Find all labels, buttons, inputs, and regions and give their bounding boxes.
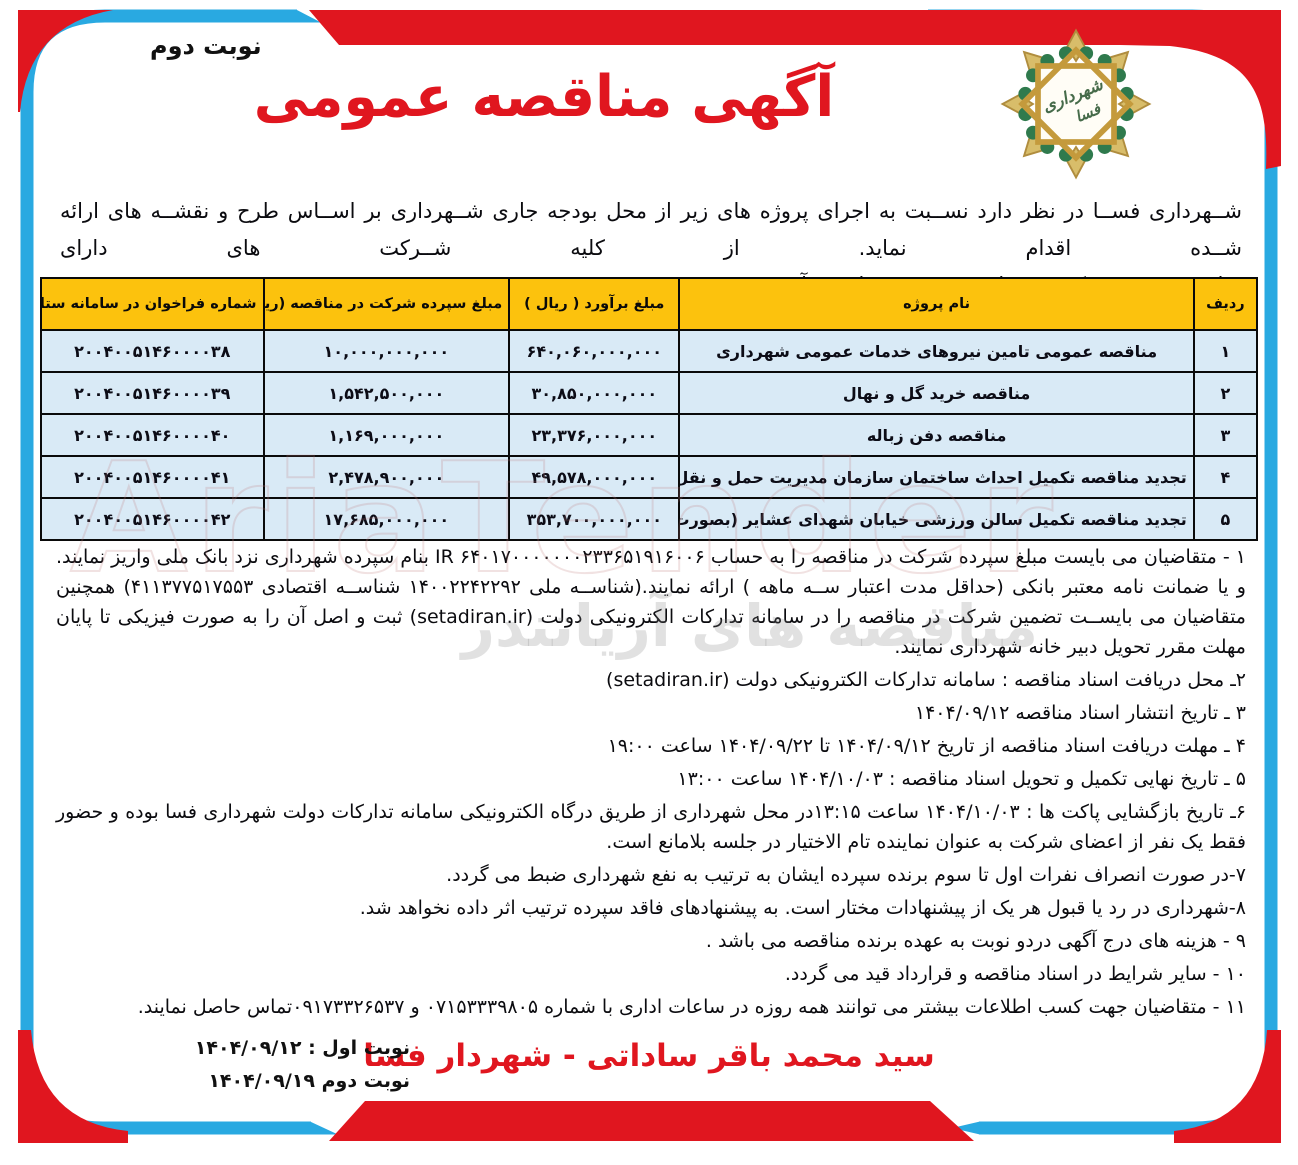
tender-table: ردیف نام پروژه مبلغ برآورد ( ریال ) مبلغ… [40, 277, 1259, 541]
cell-estimate: ۲۳,۳۷۶,۰۰۰,۰۰۰ [508, 413, 681, 457]
condition-item-9: ۹ - هزینه های درج آگهی دردو نوبت به عهده… [705, 930, 1246, 952]
table-row: ۳ مناقصه دفن زباله ۲۳,۳۷۶,۰۰۰,۰۰۰ ۱,۱۶۹,… [40, 413, 1259, 457]
col-header-deposit: مبلغ سپرده شرکت در مناقصه (ریال) [262, 277, 511, 331]
condition-item-1: ۱ - متقاضیان می بایست مبلغ سپرده شرکت در… [56, 546, 1246, 658]
publication-dates: نوبت اول : ۱۴۰۴/۰۹/۱۲ نوبت دوم ۱۴۰۴/۰۹/۱… [150, 1032, 410, 1098]
red-bottom-bar [329, 1101, 974, 1141]
cell-deposit: ۱۷,۶۸۵,۰۰۰,۰۰۰ [262, 497, 511, 541]
municipality-logo: شهرداری فسا [1000, 28, 1152, 180]
mayor-signature: سید محمد باقر ساداتی - شهردار فسا [363, 1038, 935, 1074]
cell-call-number: ۲۰۰۴۰۰۵۱۴۶۰۰۰۰۴۰ [40, 413, 265, 457]
cell-project-name: مناقصه دفن زباله [678, 413, 1195, 457]
cell-project-name: مناقصه عمومی تامین نیروهای خدمات عمومی ش… [678, 329, 1195, 373]
cell-row-number: ۱ [1192, 329, 1259, 373]
condition-item-7: ۷-در صورت انصراف نفرات اول تا سوم برنده … [446, 864, 1246, 886]
cell-estimate: ۶۴۰,۰۶۰,۰۰۰,۰۰۰ [508, 329, 681, 373]
condition-item-11: ۱۱ - متقاضیان جهت کسب اطلاعات بیشتر می ت… [137, 996, 1246, 1018]
table-row: ۲ مناقصه خرید گل و نهال ۳۰,۸۵۰,۰۰۰,۰۰۰ ۱… [40, 371, 1259, 415]
cell-project-name: تجدید مناقصه تکمیل سالن ورزشی خیابان شهد… [678, 497, 1195, 541]
logo-star [1018, 46, 1134, 162]
cell-call-number: ۲۰۰۴۰۰۵۱۴۶۰۰۰۰۴۱ [40, 455, 265, 499]
first-round-date: نوبت اول : ۱۴۰۴/۰۹/۱۲ [194, 1037, 410, 1059]
cell-call-number: ۲۰۰۴۰۰۵۱۴۶۰۰۰۰۴۲ [40, 497, 265, 541]
cell-project-name: مناقصه خرید گل و نهال [678, 371, 1195, 415]
cell-row-number: ۴ [1192, 455, 1259, 499]
blue-band-taper-bottom-right [952, 1121, 980, 1135]
red-corner-top-left [18, 10, 113, 112]
col-header-call-number: شماره فراخوان در سامانه ستاد [40, 277, 265, 331]
cell-row-number: ۵ [1192, 497, 1259, 541]
red-corner-bottom-left [18, 1030, 128, 1143]
blue-band-taper-bottom-left [310, 1121, 338, 1135]
page-title: آگهی مناقصه عمومی [253, 62, 835, 130]
blue-band-taper-top-left [296, 9, 321, 23]
cell-estimate: ۳۵۳,۷۰۰,۰۰۰,۰۰۰ [508, 497, 681, 541]
cell-deposit: ۱,۵۴۲,۵۰۰,۰۰۰ [262, 371, 511, 415]
col-header-estimate: مبلغ برآورد ( ریال ) [508, 277, 681, 331]
condition-item-10: ۱۰ - سایر شرایط در اسناد مناقصه و قراردا… [784, 963, 1246, 985]
edition-label: نوبت دوم [150, 32, 262, 60]
condition-item-2: ۲ـ محل دریافت اسناد مناقصه : سامانه تدار… [606, 669, 1246, 691]
cell-project-name: تجدید مناقصه تکمیل احداث ساختمان سازمان … [678, 455, 1195, 499]
condition-item-8: ۸-شهرداری در رد یا قبول هر یک از پیشنهاد… [359, 897, 1246, 919]
intro-line-1: شــهرداری فســا در نظر دارد نســبت به اج… [60, 199, 1242, 260]
table-row: ۵ تجدید مناقصه تکمیل سالن ورزشی خیابان ش… [40, 497, 1259, 541]
cell-deposit: ۱۰,۰۰۰,۰۰۰,۰۰۰ [262, 329, 511, 373]
table-row: ۴ تجدید مناقصه تکمیل احداث ساختمان سازما… [40, 455, 1259, 499]
cell-deposit: ۲,۴۷۸,۹۰۰,۰۰۰ [262, 455, 511, 499]
table-header-row: ردیف نام پروژه مبلغ برآورد ( ریال ) مبلغ… [40, 277, 1259, 331]
col-header-row-number: ردیف [1192, 277, 1259, 331]
condition-item-6: ۶ـ تاریخ بازگشایی پاکت ها : ۱۴۰۴/۱۰/۰۳ س… [56, 801, 1246, 853]
condition-item-3: ۳ ـ تاریخ انتشار اسناد مناقصه ۱۴۰۴/۰۹/۱۲ [914, 702, 1246, 724]
condition-item-5: ۵ ـ تاریخ نهایی تکمیل و تحویل اسناد مناق… [677, 768, 1246, 790]
cell-row-number: ۳ [1192, 413, 1259, 457]
cell-call-number: ۲۰۰۴۰۰۵۱۴۶۰۰۰۰۳۸ [40, 329, 265, 373]
second-round-date: نوبت دوم ۱۴۰۴/۰۹/۱۹ [208, 1070, 410, 1092]
condition-item-4: ۴ ـ مهلت دریافت اسناد مناقصه از تاریخ ۱۴… [607, 735, 1246, 757]
cell-estimate: ۴۹,۵۷۸,۰۰۰,۰۰۰ [508, 455, 681, 499]
conditions-list: ۱ - متقاضیان می بایست مبلغ سپرده شرکت در… [56, 542, 1246, 1025]
table-row: ۱ مناقصه عمومی تامین نیروهای خدمات عمومی… [40, 329, 1259, 373]
red-top-bar [309, 10, 1281, 169]
cell-row-number: ۲ [1192, 371, 1259, 415]
red-corner-bottom-right [1174, 1030, 1281, 1143]
cell-deposit: ۱,۱۶۹,۰۰۰,۰۰۰ [262, 413, 511, 457]
cell-estimate: ۳۰,۸۵۰,۰۰۰,۰۰۰ [508, 371, 681, 415]
col-header-project-name: نام پروژه [678, 277, 1195, 331]
cell-call-number: ۲۰۰۴۰۰۵۱۴۶۰۰۰۰۳۹ [40, 371, 265, 415]
